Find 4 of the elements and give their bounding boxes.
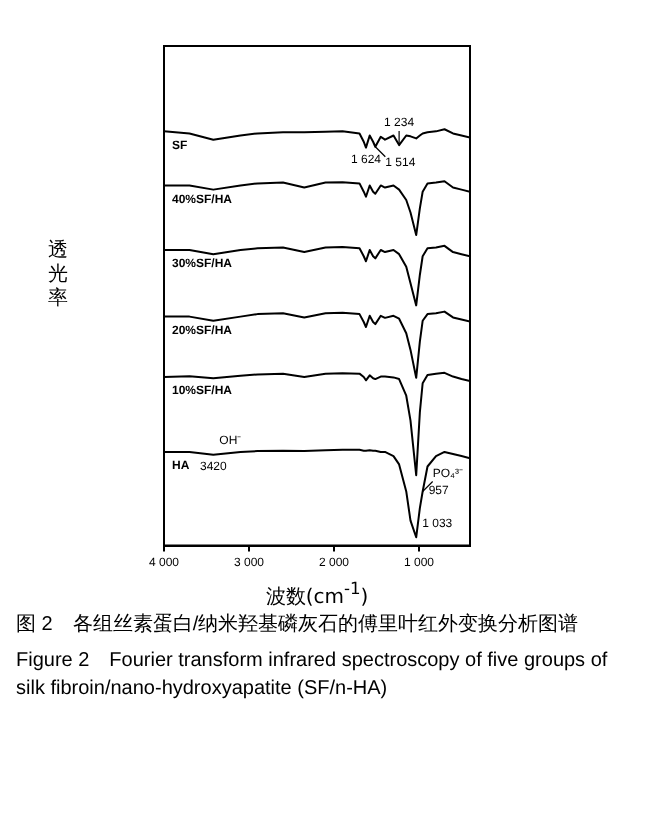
text: Figure 2 Fourier transform infrared spectroscopy of five groups of silk fibroin/nano-hydroxyapatite (SF/n-HA) (16, 648, 610, 704)
x-axis-title: 波数(cm$^{-1}$) (263, 578, 371, 611)
y-axis-title: 透光率 (48, 240, 68, 312)
text: 图 2 各组丝素蛋白/纳米羟基磷灰石的傅里叶红外变换分析图谱 (16, 612, 581, 640)
